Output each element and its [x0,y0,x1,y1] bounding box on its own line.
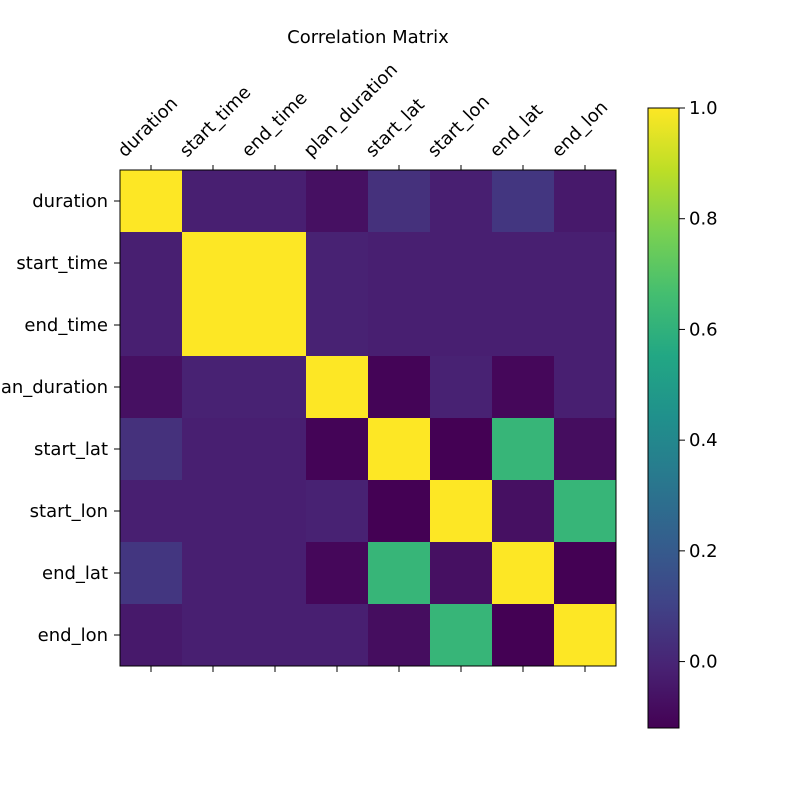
colorbar-tick-label: 0.6 [689,319,718,340]
heatmap-cell-end_lat-end_lon [554,542,617,605]
heatmap-cell-start_lat-start_lat [368,418,431,481]
heatmap-cell-end_lon-end_lat [492,604,555,667]
heatmap-cell-start_time-end_lon [554,232,617,295]
x-tick-label: end_lat [486,100,548,162]
colorbar-tick-label: 0.8 [689,209,718,230]
heatmap-cell-start_lon-end_lon [554,480,617,543]
heatmap-frame [119,169,617,667]
heatmap-cell-end_lon-start_lon [430,604,493,667]
heatmap-cell-duration-end_lon [554,170,617,233]
y-tick-label: end_lat [42,563,108,584]
heatmap-cell-start_time-end_lat [492,232,555,295]
heatmap-cells [120,170,617,667]
y-tick-label: end_lon [38,625,108,646]
y-tick-label: plan_duration [0,377,108,398]
heatmap-cell-end_lon-end_time [244,604,307,667]
heatmap-cell-end_time-start_time [182,294,245,357]
y-tick-label: start_lat [34,439,108,460]
colorbar-tick-label: 1.0 [689,98,718,119]
heatmap-border [119,169,617,667]
heatmap-cell-start_time-start_time [182,232,245,295]
heatmap-cell-start_lon-plan_duration [306,480,369,543]
y-tick-label: start_time [16,253,108,274]
heatmap-cell-start_lat-end_time [244,418,307,481]
heatmap-cell-plan_duration-start_lat [368,356,431,419]
heatmap-cell-end_lat-duration [120,542,183,605]
heatmap-cell-plan_duration-start_time [182,356,245,419]
x-tick-label: start_lat [362,94,429,161]
heatmap-cell-start_lat-start_lon [430,418,493,481]
heatmap-cell-end_time-start_lon [430,294,493,357]
heatmap-cell-duration-end_lat [492,170,555,233]
heatmap-cell-start_lat-end_lat [492,418,555,481]
heatmap-cell-start_lon-start_lon [430,480,493,543]
heatmap-cell-start_lon-start_lat [368,480,431,543]
y-tick-label: end_time [24,315,108,336]
heatmap-cell-plan_duration-end_lon [554,356,617,419]
heatmap-cell-duration-plan_duration [306,170,369,233]
heatmap-cell-duration-end_time [244,170,307,233]
heatmap-cell-start_time-start_lon [430,232,493,295]
colorbar: 0.0 0.2 0.4 0.6 0.8 1.0 [647,98,718,729]
heatmap-cell-end_lat-end_lat [492,542,555,605]
heatmap-cell-duration-start_time [182,170,245,233]
heatmap-cell-start_lat-start_time [182,418,245,481]
colorbar-tick-label: 0.4 [689,430,718,451]
heatmap-cell-end_lat-plan_duration [306,542,369,605]
colorbar-tick-label: 0.2 [689,541,718,562]
colorbar-gradient [647,107,680,729]
heatmap-cell-end_lon-plan_duration [306,604,369,667]
heatmap-cell-plan_duration-plan_duration [306,356,369,419]
heatmap-cell-start_time-plan_duration [306,232,369,295]
heatmap-cell-end_lat-end_time [244,542,307,605]
heatmap-cell-end_lat-start_lon [430,542,493,605]
heatmap-cell-start_lat-plan_duration [306,418,369,481]
heatmap-cell-end_time-start_lat [368,294,431,357]
heatmap-cell-start_lon-start_time [182,480,245,543]
heatmap-cell-end_lon-end_lon [554,604,617,667]
x-tick-label: end_lon [548,97,613,162]
colorbar-tick-label: 0.0 [689,652,718,673]
chart-title: Correlation Matrix [287,27,449,48]
heatmap-cell-start_lon-duration [120,480,183,543]
heatmap-cell-end_lat-start_lat [368,542,431,605]
heatmap-cell-end_time-end_lat [492,294,555,357]
heatmap-cell-start_lat-end_lon [554,418,617,481]
heatmap-cell-duration-start_lat [368,170,431,233]
heatmap-cell-plan_duration-duration [120,356,183,419]
heatmap-cell-end_lon-start_time [182,604,245,667]
heatmap-cell-start_lon-end_time [244,480,307,543]
heatmap-cell-plan_duration-start_lon [430,356,493,419]
y-axis-ticks: duration start_time end_time plan_durations… [0,191,120,646]
y-tick-label: start_lon [30,501,108,522]
heatmap-cell-plan_duration-end_lat [492,356,555,419]
heatmap-cell-start_time-start_lat [368,232,431,295]
heatmap-cell-start_time-duration [120,232,183,295]
heatmap-cell-end_time-duration [120,294,183,357]
heatmap-cell-duration-start_lon [430,170,493,233]
x-tick-label: start_lon [424,91,494,161]
heatmap-cell-end_time-end_lon [554,294,617,357]
heatmap-cell-plan_duration-end_time [244,356,307,419]
heatmap-cell-start_time-end_time [244,232,307,295]
heatmap-cell-end_lon-duration [120,604,183,667]
heatmap-cell-end_lat-start_time [182,542,245,605]
x-tick-label: duration [114,93,182,161]
heatmap-cell-end_lon-start_lat [368,604,431,667]
heatmap-cell-start_lon-end_lat [492,480,555,543]
heatmap-cell-end_time-plan_duration [306,294,369,357]
y-tick-label: duration [32,191,108,212]
heatmap-cell-duration-duration [120,170,183,233]
heatmap-cell-start_lat-duration [120,418,183,481]
heatmap-cell-end_time-end_time [244,294,307,357]
